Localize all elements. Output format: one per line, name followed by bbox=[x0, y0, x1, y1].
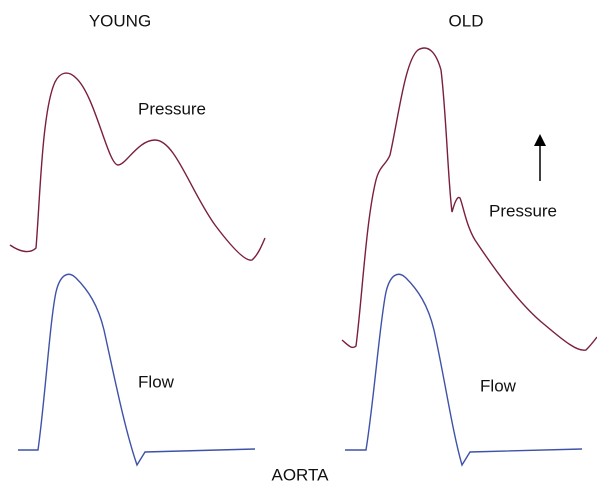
old-pressure-curve bbox=[341, 47, 597, 351]
old-flow-label: Flow bbox=[480, 376, 517, 395]
young-pressure-curve bbox=[9, 72, 266, 261]
young-flow-curve bbox=[18, 273, 256, 467]
old-pressure-label: Pressure bbox=[489, 201, 557, 220]
footer-label: AORTA bbox=[272, 465, 330, 484]
young-title: YOUNG bbox=[89, 11, 151, 30]
young-flow-label: Flow bbox=[138, 372, 175, 391]
young-pressure-label: Pressure bbox=[138, 99, 206, 118]
old-title: OLD bbox=[449, 11, 484, 30]
old-flow-curve bbox=[345, 273, 583, 467]
